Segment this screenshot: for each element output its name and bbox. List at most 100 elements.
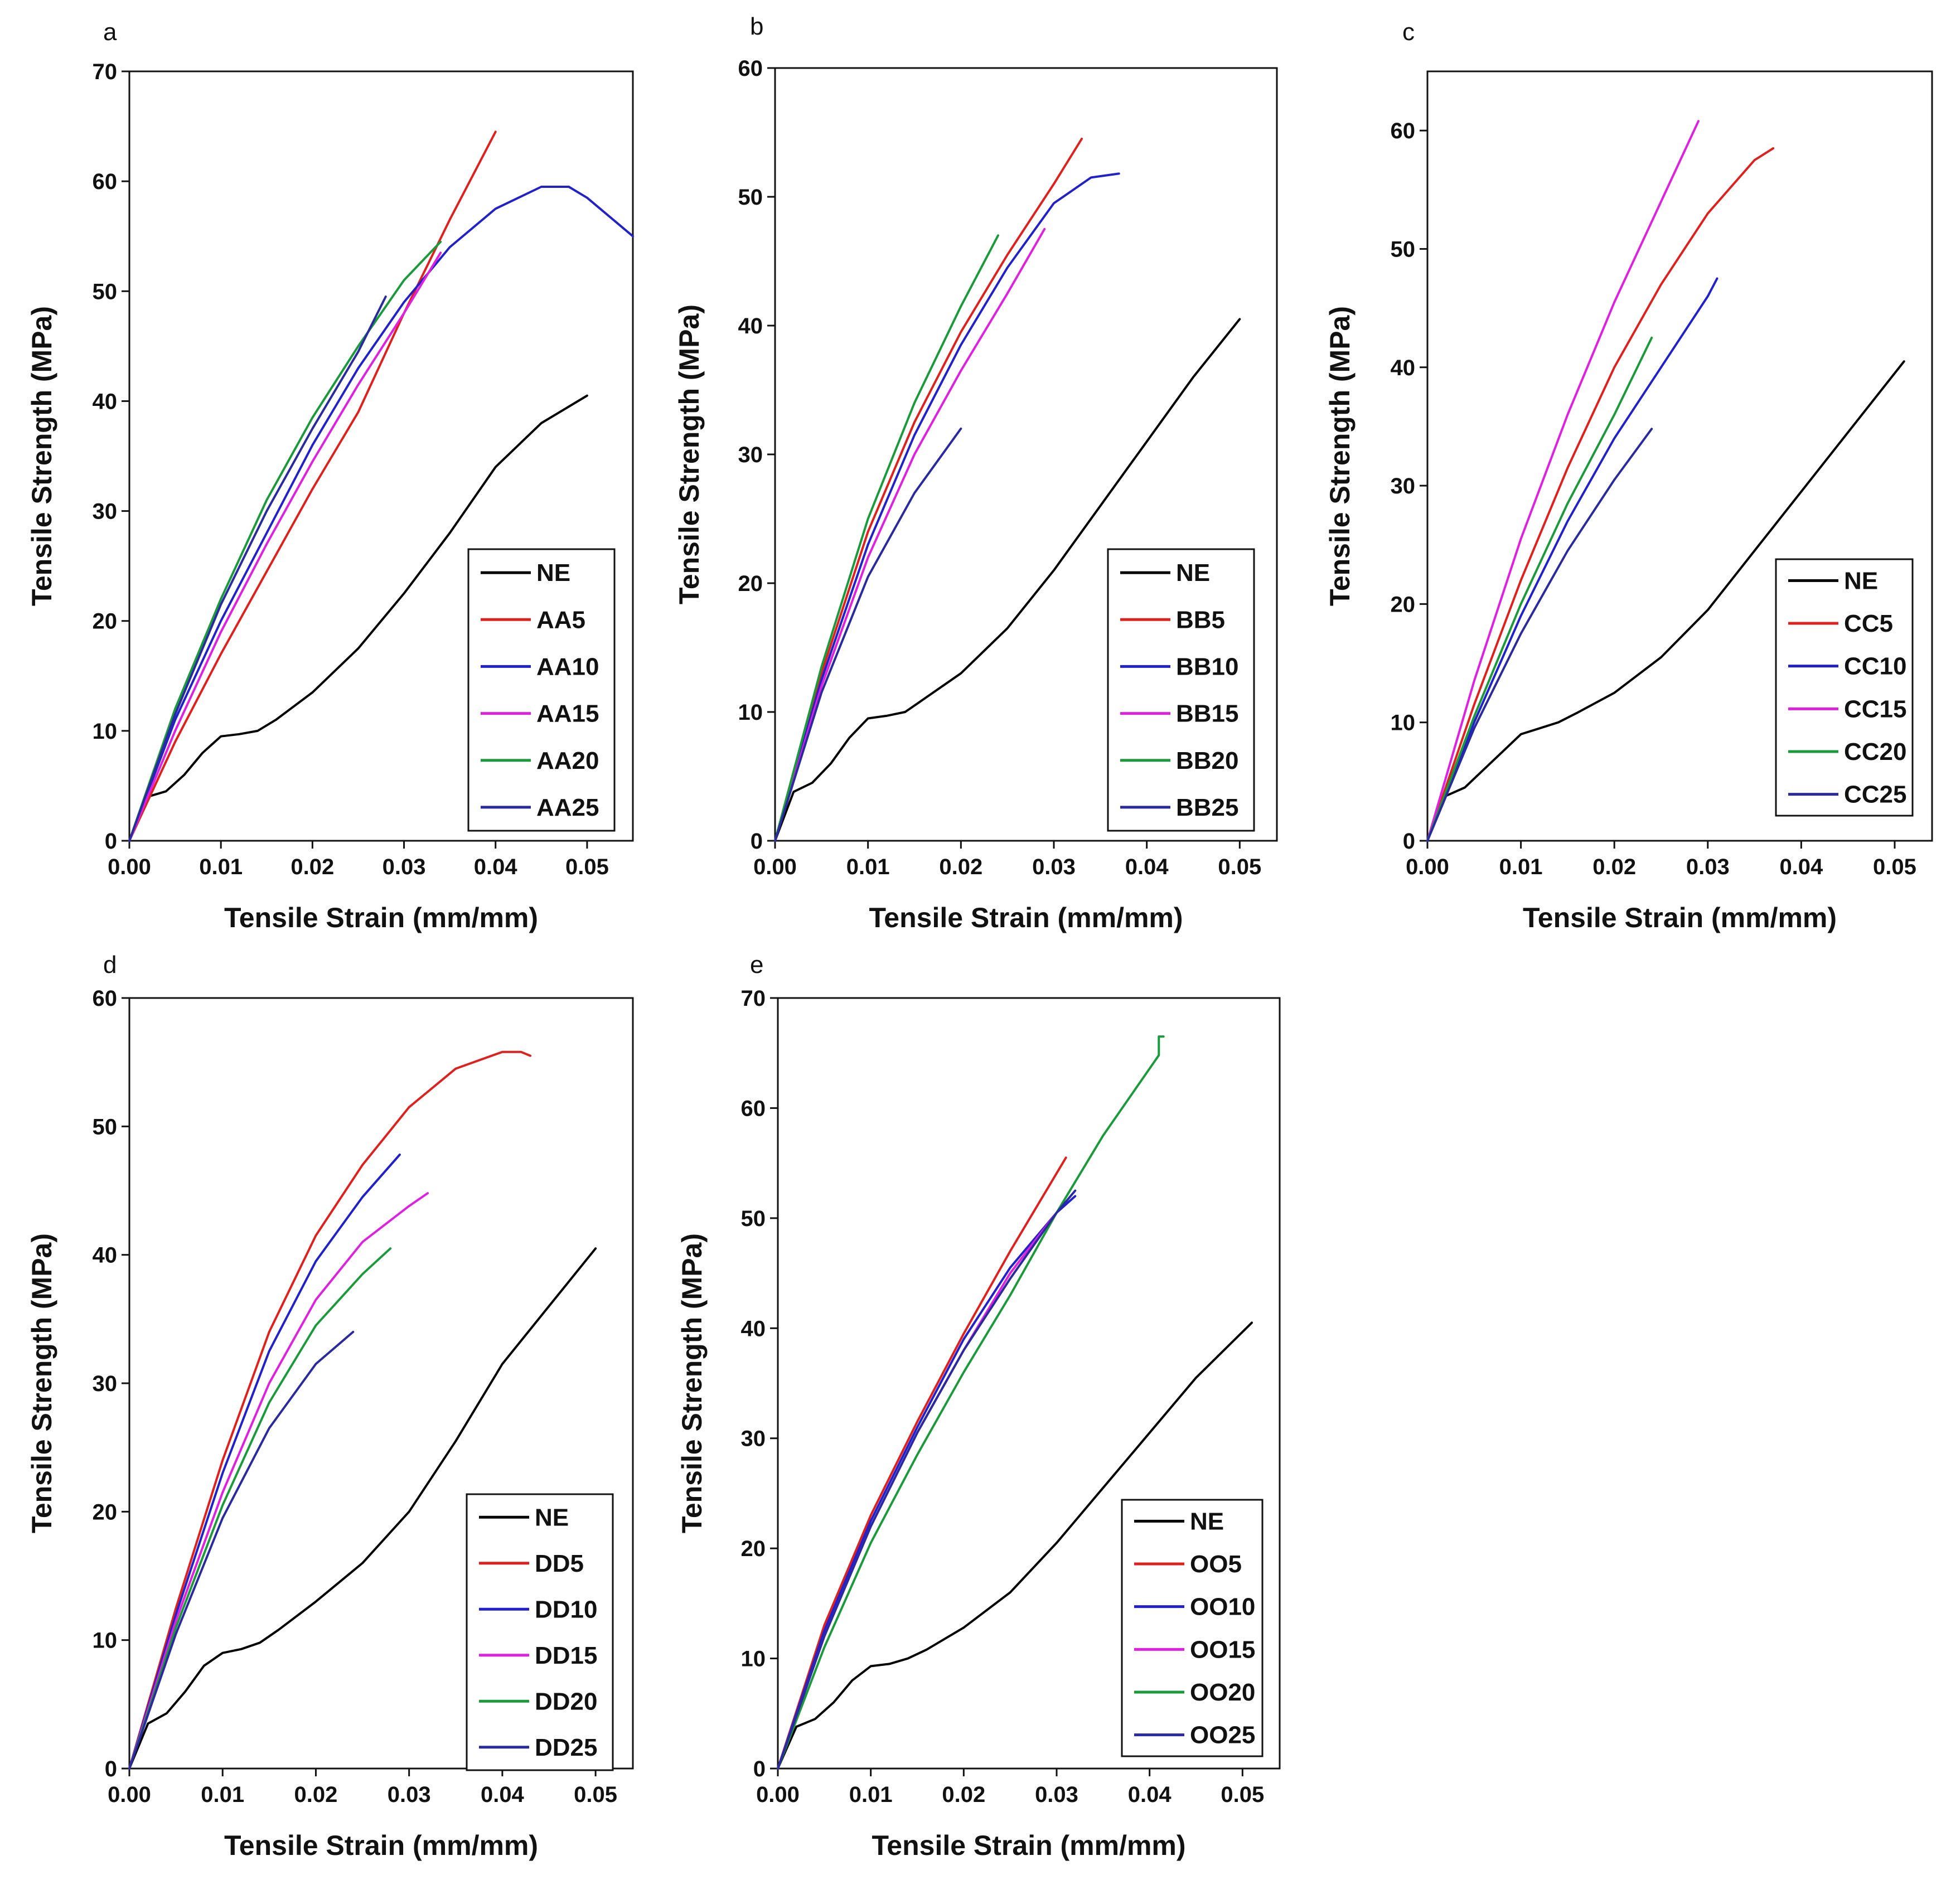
x-tick-label: 0.04	[1125, 855, 1169, 879]
series-line-bb25	[774, 427, 962, 842]
x-axis-label: Tensile Strain (mm/mm)	[224, 1830, 538, 1861]
x-tick-label: 0.01	[201, 1782, 244, 1807]
x-axis-label: Tensile Strain (mm/mm)	[872, 1830, 1185, 1861]
panel-letter: d	[103, 951, 117, 978]
x-tick-label: 0.04	[474, 855, 518, 879]
x-tick-label: 0.00	[108, 855, 151, 879]
y-tick-label: 70	[741, 986, 766, 1011]
series-line-oo5	[777, 1156, 1067, 1770]
y-tick-label: 10	[1391, 711, 1416, 735]
chart-panel-d: d 0.00 0.01 0.02 0.03 0.04 0.05 0 10 20 30 40 50 60 Te…	[26, 951, 634, 1861]
legend-label: NE	[1844, 567, 1878, 594]
y-axis-label: Tensile Strength (MPa)	[26, 306, 57, 606]
legend-label: OO10	[1190, 1593, 1255, 1621]
y-tick-label: 0	[105, 1757, 117, 1781]
series-line-cc5	[1426, 147, 1775, 842]
legend: NE CC5 CC10 CC15 CC20 CC25	[1775, 558, 1914, 817]
y-tick-label: 20	[93, 1500, 118, 1524]
legend-label: BB20	[1176, 747, 1239, 774]
legend-label: AA5	[536, 606, 585, 633]
y-tick-label: 30	[93, 500, 118, 524]
series-line-dd10	[128, 1154, 401, 1770]
y-tick-label: 70	[93, 60, 118, 84]
plot-frame	[777, 997, 1281, 1770]
series-line-aa10	[128, 186, 634, 842]
plot-frame	[1426, 70, 1933, 842]
legend-label: BB5	[1176, 606, 1225, 633]
y-tick-label: 40	[741, 1316, 766, 1341]
x-tick-label: 0.01	[846, 855, 890, 879]
y-tick-label: 40	[738, 314, 763, 338]
legend-label: AA20	[536, 747, 599, 774]
x-tick-label: 0.03	[1035, 1782, 1078, 1807]
legend-label: BB25	[1176, 794, 1239, 821]
legend-box	[1107, 548, 1255, 832]
y-tick-label: 40	[1391, 356, 1416, 380]
legend-label: NE	[1176, 559, 1210, 587]
y-tick-label: 30	[1391, 474, 1416, 498]
panel-letter: b	[750, 13, 763, 40]
x-tick-label: 0.04	[1128, 1782, 1172, 1807]
y-tick-label: 0	[105, 829, 117, 854]
legend-label: DD10	[535, 1596, 598, 1623]
y-tick-label: 50	[1391, 237, 1416, 261]
legend-label: DD5	[535, 1550, 584, 1577]
y-tick-label: 30	[741, 1427, 766, 1451]
series-line-ne	[128, 394, 588, 842]
x-tick-label: 0.03	[1686, 855, 1730, 879]
legend-label: BB15	[1176, 700, 1239, 728]
legend-label: AA10	[536, 653, 599, 680]
y-tick-label: 10	[93, 1629, 118, 1653]
y-tick-label: 50	[741, 1207, 766, 1231]
series-line-ne	[774, 318, 1241, 842]
x-tick-label: 0.02	[291, 855, 334, 879]
legend-label: OO20	[1190, 1679, 1255, 1706]
legend-label: CC10	[1844, 653, 1907, 680]
y-tick-label: 40	[93, 389, 118, 414]
legend-box	[1775, 558, 1914, 817]
series-line-bb5	[774, 138, 1083, 842]
series-line-cc25	[1426, 428, 1653, 842]
y-tick-label: 0	[753, 1757, 766, 1781]
y-tick-label: 60	[93, 169, 118, 194]
legend-label: DD20	[535, 1688, 598, 1715]
series-line-bb20	[774, 234, 999, 842]
x-tick-label: 0.00	[1406, 855, 1449, 879]
series-line-dd5	[128, 1050, 532, 1770]
legend-label: AA25	[536, 794, 599, 821]
legend-label: CC20	[1844, 738, 1907, 766]
series-line-cc10	[1426, 277, 1719, 842]
chart-panel-b: b 0.00 0.01 0.02 0.03 0.04 0.05 0 10 20 30 40 50 60 Te…	[674, 13, 1278, 933]
y-tick-label: 50	[93, 1115, 118, 1139]
series-line-aa25	[128, 295, 387, 842]
series-line-cc15	[1426, 120, 1700, 842]
x-tick-label: 0.04	[481, 1782, 525, 1807]
series-line-ne	[1426, 360, 1905, 842]
legend-label: NE	[535, 1504, 569, 1531]
series-line-ne	[128, 1247, 597, 1770]
y-tick-label: 0	[751, 829, 763, 854]
y-tick-label: 50	[93, 279, 118, 304]
x-tick-label: 0.02	[294, 1782, 338, 1807]
y-tick-label: 20	[1391, 592, 1416, 617]
y-tick-label: 50	[738, 185, 763, 210]
x-tick-label: 0.00	[753, 855, 797, 879]
panel-letter: a	[103, 18, 117, 46]
legend: NE AA5 AA10 AA15 AA20 AA25	[467, 548, 616, 832]
y-axis-label: Tensile Strength (MPa)	[1324, 306, 1356, 606]
x-tick-label: 0.00	[756, 1782, 800, 1807]
legend-label: OO25	[1190, 1722, 1255, 1749]
y-tick-label: 30	[93, 1372, 118, 1396]
y-tick-label: 60	[93, 986, 118, 1011]
series-line-dd20	[128, 1247, 392, 1770]
series-line-oo15	[777, 1212, 1058, 1770]
series-line-ne	[777, 1321, 1253, 1770]
x-tick-label: 0.02	[942, 1782, 985, 1807]
legend-box	[466, 1493, 614, 1771]
x-tick-label: 0.01	[1499, 855, 1543, 879]
legend-label: CC5	[1844, 610, 1893, 637]
legend: NE BB5 BB10 BB15 BB20 BB25	[1107, 548, 1255, 832]
x-axis-label: Tensile Strain (mm/mm)	[1523, 902, 1837, 933]
y-tick-label: 60	[741, 1096, 766, 1121]
